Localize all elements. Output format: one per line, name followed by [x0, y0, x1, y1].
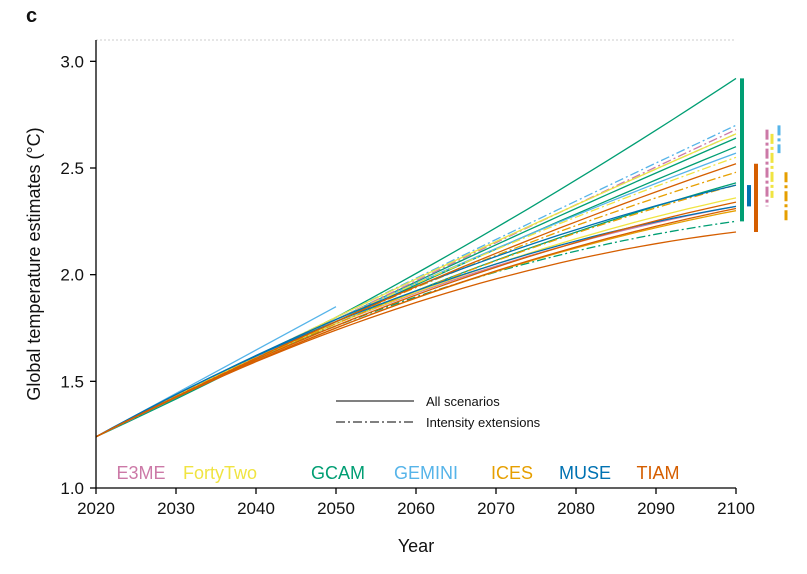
legend-label-1: Intensity extensions — [426, 415, 541, 430]
range-bars — [740, 78, 788, 232]
series-line-muse-18 — [95, 205, 737, 438]
x-tick-label-2080: 2080 — [557, 499, 595, 518]
series-layer — [95, 77, 737, 438]
x-axis-title: Year — [398, 536, 434, 556]
series-line-tiam-19 — [95, 163, 737, 438]
model-label-gcam: GCAM — [311, 463, 365, 483]
x-tick-label-2020: 2020 — [77, 499, 115, 518]
model-legend: E3ME FortyTwo GCAM GEMINI ICES MUSE TIAM — [116, 463, 679, 483]
model-label-tiam: TIAM — [637, 463, 680, 483]
y-tick-label-4: 3.0 — [60, 52, 84, 71]
x-tick-label-2060: 2060 — [397, 499, 435, 518]
y-tick-label-3: 2.5 — [60, 159, 84, 178]
series-line-muse-17 — [95, 184, 737, 438]
y-tick-label-0: 1.0 — [60, 479, 84, 498]
x-tick-label-2050: 2050 — [317, 499, 355, 518]
x-tick-label-2070: 2070 — [477, 499, 515, 518]
model-label-e3me: E3ME — [116, 463, 165, 483]
series-line-fortytwo-13 — [95, 197, 737, 438]
panel-label: c — [26, 5, 37, 27]
line-style-legend: All scenarios Intensity extensions — [336, 394, 541, 430]
x-tick-label-2040: 2040 — [237, 499, 275, 518]
axes-layer: 2020 2030 2040 2050 2060 2070 2080 2090 2100 1.0 1… — [60, 40, 755, 518]
series-line-tiam-20 — [95, 201, 737, 438]
model-label-fortytwo: FortyTwo — [183, 463, 257, 483]
x-tick-label-2090: 2090 — [637, 499, 675, 518]
model-label-gemini: GEMINI — [394, 463, 458, 483]
series-line-ices-16 — [95, 210, 737, 438]
x-tick-label-2030: 2030 — [157, 499, 195, 518]
y-axis-title: Global temperature estimates (°C) — [24, 127, 44, 400]
series-line-tiam-21 — [95, 207, 737, 438]
series-line-tiam-22 — [95, 231, 737, 438]
y-tick-label-1: 1.5 — [60, 372, 84, 391]
series-line-fortytwo-12 — [95, 156, 737, 438]
series-line-gcam-4 — [95, 220, 737, 438]
series-line-e3me-10 — [95, 205, 737, 438]
model-label-muse: MUSE — [559, 463, 611, 483]
legend-label-0: All scenarios — [426, 394, 500, 409]
series-line-ices-15 — [95, 184, 737, 438]
y-tick-label-2: 2.0 — [60, 266, 84, 285]
x-tick-label-2100: 2100 — [717, 499, 755, 518]
model-label-ices: ICES — [491, 463, 533, 483]
series-line-gcam-0 — [95, 77, 737, 438]
